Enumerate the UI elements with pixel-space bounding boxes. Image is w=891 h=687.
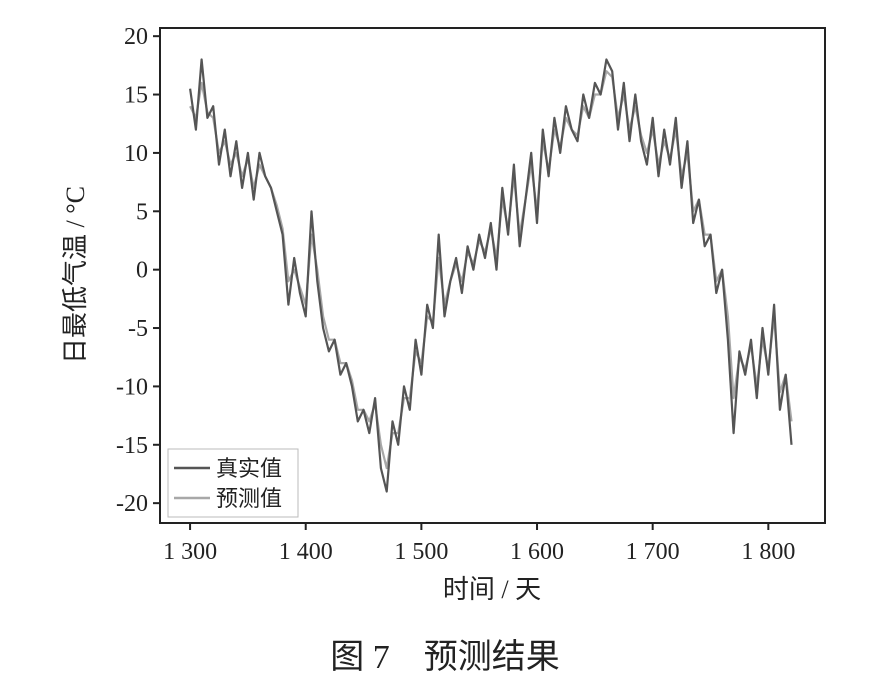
y-tick-label: -10 [116,374,148,400]
legend-box [167,448,299,518]
legend-label: 真实值 [216,456,282,481]
series-line [189,70,793,470]
y-tick-label: 15 [124,83,148,109]
figure-caption: 图 7 预测结果 [330,638,560,676]
x-tick-label: 1 500 [394,539,448,565]
series-line [189,58,793,493]
x-tick-label: 1 600 [510,539,564,565]
plot-frame [159,27,826,524]
x-tick-label: 1 300 [163,539,217,565]
x-tick-label: 1 400 [279,539,333,565]
y-tick-label: 20 [124,24,148,50]
legend-label: 预测值 [216,486,282,511]
y-tick-label: 10 [124,141,148,167]
y-tick-label: 0 [136,258,148,284]
y-axis-label: 日最低气温 / °C [61,186,90,364]
x-axis-label: 时间 / 天 [443,575,541,604]
y-tick-label: -20 [116,491,148,517]
y-tick-label: 5 [136,199,148,225]
y-tick-label: -5 [128,316,148,342]
x-tick-label: 1 700 [626,539,680,565]
y-tick-label: -15 [116,433,148,459]
x-tick-label: 1 800 [741,539,795,565]
